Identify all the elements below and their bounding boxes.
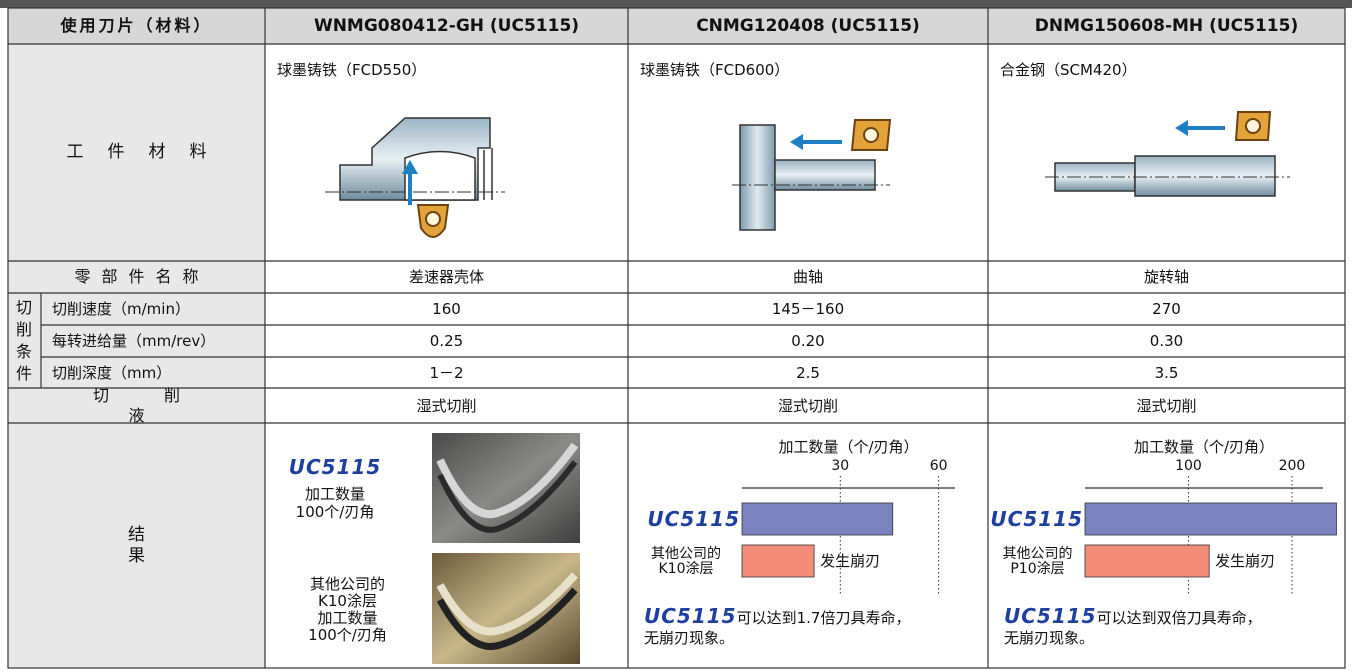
x-tick-label: 100	[1175, 457, 1202, 474]
category-label: UC5115	[647, 507, 740, 531]
condition-label: 切削深度（mm）	[52, 363, 172, 382]
label-column-bg	[8, 44, 265, 668]
condition-value: 2.5	[796, 363, 820, 382]
note-brand: UC5115	[1004, 604, 1097, 628]
header-cell: 使用刀片（材料）	[60, 16, 213, 36]
row-label: 零部件名称	[74, 267, 210, 287]
fluid-value: 湿式切削	[777, 396, 838, 415]
condition-value: 0.20	[791, 332, 825, 350]
row-label: 切削液	[92, 386, 235, 425]
header-cell: WNMG080412-GH (UC5115)	[313, 15, 580, 36]
header-bg	[8, 8, 1345, 44]
note-text: 可以达到1.7倍刀具寿命， 无崩刃现象。	[644, 609, 911, 647]
condition-value: 270	[1152, 300, 1181, 318]
illustration-crankshaft	[732, 119, 892, 231]
illustration-shaft	[1045, 111, 1290, 197]
bar	[1084, 544, 1210, 578]
illustration-housing	[325, 117, 505, 238]
row-label: 工件材料	[66, 142, 231, 163]
part-name: 旋转轴	[1143, 268, 1189, 286]
fluid-value: 湿式切削	[416, 396, 477, 415]
top-bar	[0, 0, 1352, 8]
bar	[741, 502, 894, 536]
category-label: 其他公司的 K10涂层	[651, 545, 721, 577]
category-label: UC5115	[990, 507, 1083, 531]
annotation: 发生崩刃	[820, 552, 881, 570]
chart-title: 加工数量（个/刃角）	[1133, 438, 1275, 456]
group-label: 切削条件	[15, 297, 32, 383]
row-label: 结果	[128, 525, 265, 566]
note-text: 可以达到双倍刀具寿命， 无崩刃现象。	[1004, 609, 1262, 647]
x-tick-label: 60	[929, 457, 948, 474]
photo-other-edge	[432, 553, 580, 664]
condition-label: 切削速度（m/min）	[52, 300, 190, 318]
brand-name: UC5115	[288, 455, 382, 479]
bar	[741, 544, 815, 578]
part-name: 曲轴	[792, 268, 823, 286]
material-name: 合金钢（SCM420）	[1000, 61, 1137, 79]
table-borders	[7, 7, 1346, 669]
annotation: 发生崩刃	[1215, 552, 1276, 570]
chart-title: 加工数量（个/刃角）	[778, 438, 919, 456]
note: UC5115可以达到双倍刀具寿命， 无崩刃现象。	[1004, 603, 1344, 658]
part-name: 差速器壳体	[408, 268, 484, 286]
material-name: 球墨铸铁（FCD600）	[640, 61, 790, 79]
bar	[1084, 502, 1337, 536]
header-cell: DNMG150608-MH (UC5115)	[1034, 15, 1299, 36]
note-brand: UC5115	[644, 604, 737, 628]
x-tick-label: 200	[1278, 457, 1306, 474]
condition-value: 0.30	[1149, 332, 1184, 350]
category-label: 其他公司的 P10涂层	[1002, 545, 1073, 577]
x-tick-label: 30	[831, 457, 850, 474]
photo-uc5115-edge	[432, 433, 580, 543]
photo-caption: 其他公司的 K10涂层 加工数量 100个/刃角	[308, 574, 387, 645]
note: UC5115可以达到1.7倍刀具寿命， 无崩刃现象。	[644, 603, 984, 658]
condition-value: 0.25	[429, 332, 464, 350]
photo-caption: 加工数量 100个/刃角	[295, 485, 375, 521]
condition-value: 160	[432, 300, 461, 318]
condition-value: 145－160	[771, 300, 845, 318]
condition-value: 1－2	[429, 363, 464, 382]
condition-value: 3.5	[1154, 363, 1179, 382]
fluid-value: 湿式切削	[1136, 396, 1197, 415]
condition-label: 每转进给量（mm/rev）	[52, 332, 216, 350]
material-name: 球墨铸铁（FCD550）	[277, 61, 427, 79]
header-cell: CNMG120408 (UC5115)	[696, 15, 920, 36]
